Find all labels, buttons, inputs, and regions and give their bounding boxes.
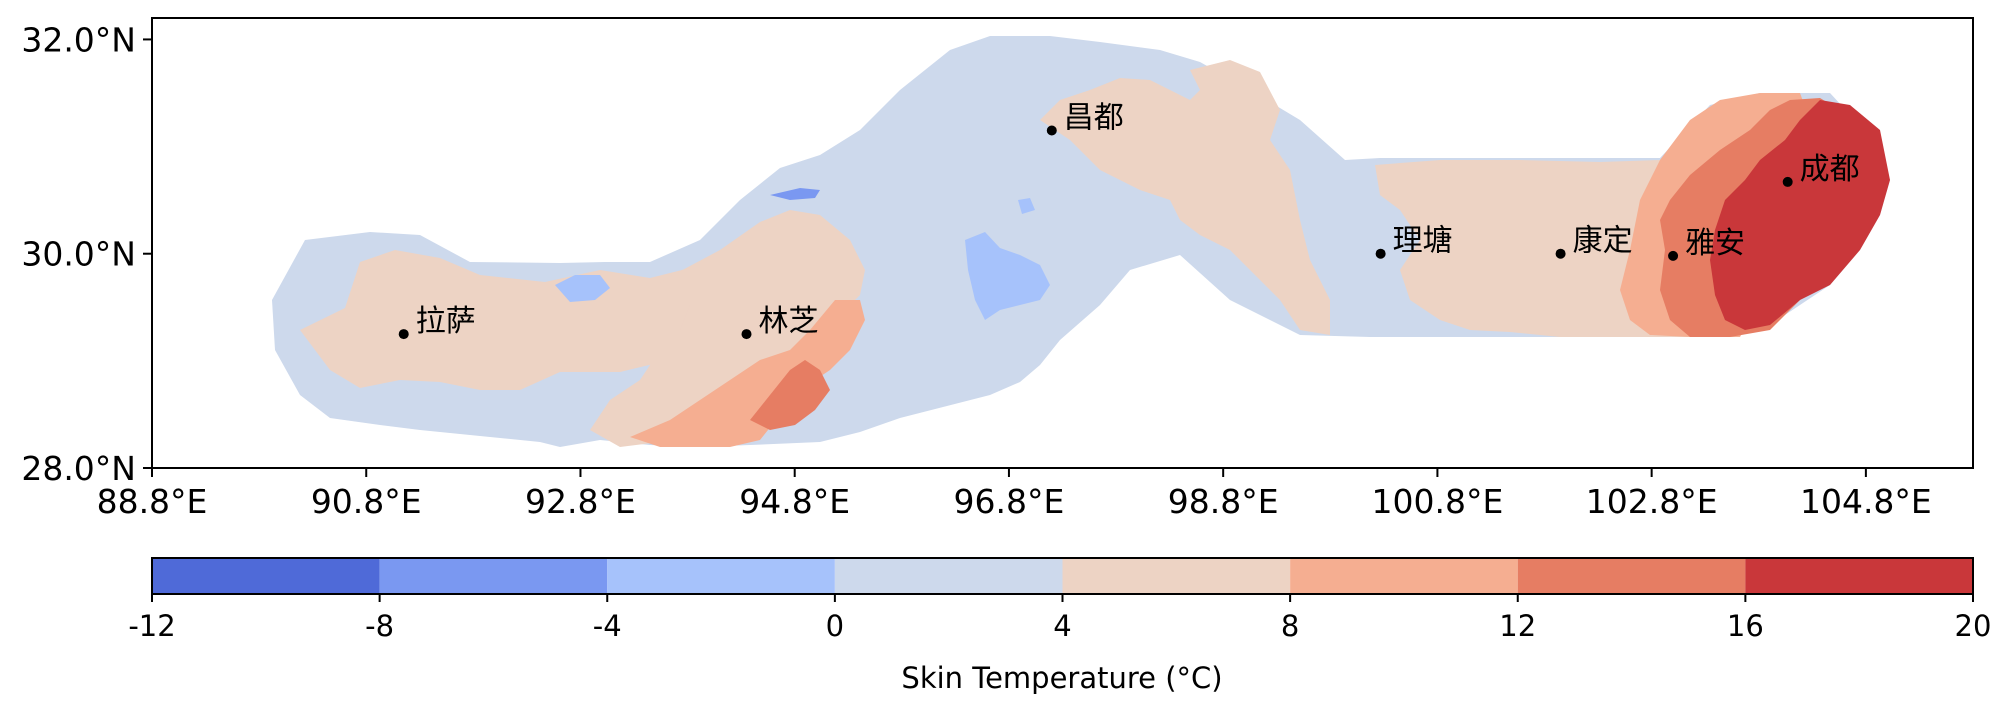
city-dot <box>1668 250 1679 261</box>
lon-tick-label: 92.8°E <box>525 482 636 521</box>
colorbar-bins <box>152 558 1973 594</box>
city-dot <box>1782 176 1793 187</box>
city-dot <box>741 329 752 340</box>
city-label: 康定 <box>1573 224 1633 259</box>
lon-tick-label: 90.8°E <box>311 482 422 521</box>
lon-tick-label: 96.8°E <box>954 482 1065 521</box>
city-dot <box>1555 248 1566 259</box>
colorbar-bin <box>379 558 608 594</box>
lon-tick-label: 100.8°E <box>1371 482 1503 521</box>
region-8-12-nyingchi <box>630 300 865 447</box>
colorbar-tick-label: 16 <box>1727 609 1764 643</box>
region-4-8-lhasa <box>300 250 760 390</box>
city-label: 成都 <box>1800 152 1860 187</box>
colorbar-tick-label: -12 <box>128 609 175 643</box>
lon-tick-label: 102.8°E <box>1586 482 1718 521</box>
colorbar-tick-label: 4 <box>1053 609 1071 643</box>
colorbar-tick-label: -4 <box>593 609 622 643</box>
colorbar-bin <box>607 558 835 594</box>
lon-tick-label: 88.8°E <box>97 482 208 521</box>
temperature-field <box>272 36 1890 447</box>
lon-tick-label: 94.8°E <box>739 482 850 521</box>
region-cold-qamdo <box>965 232 1050 320</box>
region-12-16-nyingchi <box>750 360 830 430</box>
colorbar-ticks: -12 -8 -4 0 4 8 12 16 20 <box>128 594 1991 643</box>
city-dot <box>1375 248 1386 259</box>
colorbar-tick-label: 0 <box>826 609 844 643</box>
colorbar-bin <box>1745 558 1973 594</box>
longitude-axis: 88.8°E 90.8°E 92.8°E 94.8°E 96.8°E 98.8°E 100.… <box>97 468 1932 521</box>
colorbar: -12 -8 -4 0 4 8 12 16 20 Skin Temperature (°C) <box>128 557 1991 695</box>
region-4-8-north <box>1190 60 1280 140</box>
region-cold-lhasa <box>555 275 610 302</box>
region-cold-small-3 <box>770 188 820 200</box>
colorbar-tick-label: -8 <box>365 609 394 643</box>
colorbar-label: Skin Temperature (°C) <box>901 661 1222 695</box>
region-4-8-qamdo <box>1040 78 1330 335</box>
colorbar-bin <box>1290 558 1518 594</box>
lat-tick-label: 30.0°N <box>21 235 136 274</box>
region-4-8-nyingchi <box>590 210 865 447</box>
latitude-axis: 32.0°N 30.0°N 28.0°N <box>21 20 152 488</box>
region-cold-small-1 <box>1018 198 1035 214</box>
colorbar-bin <box>1062 558 1291 594</box>
city-dot <box>1046 125 1057 136</box>
colorbar-bin <box>1517 558 1746 594</box>
region-16-20-chengdu <box>1710 100 1890 330</box>
lon-tick-label: 104.8°E <box>1800 482 1932 521</box>
map-frame <box>151 17 1974 469</box>
colorbar-bin <box>152 558 380 594</box>
map-panel: 32.0°N 30.0°N 28.0°N 88.8°E 90.8°E 92.8°E 94.… <box>21 17 1974 521</box>
city-label: 林芝 <box>759 304 819 339</box>
city-label: 拉萨 <box>416 304 476 339</box>
colorbar-tick-label: 12 <box>1499 609 1536 643</box>
colorbar-tick-label: 20 <box>1955 609 1992 643</box>
lat-tick-label: 32.0°N <box>21 20 136 59</box>
colorbar-tick-label: 8 <box>1281 609 1299 643</box>
colorbar-bin <box>834 558 1063 594</box>
city-dot <box>398 329 409 340</box>
lon-tick-label: 98.8°E <box>1168 482 1279 521</box>
region-cold-small-2 <box>980 238 995 252</box>
city-label: 理塘 <box>1393 224 1453 259</box>
city-label: 昌都 <box>1064 101 1124 136</box>
lat-tick-label: 28.0°N <box>21 449 136 488</box>
city-label: 雅安 <box>1685 226 1745 261</box>
